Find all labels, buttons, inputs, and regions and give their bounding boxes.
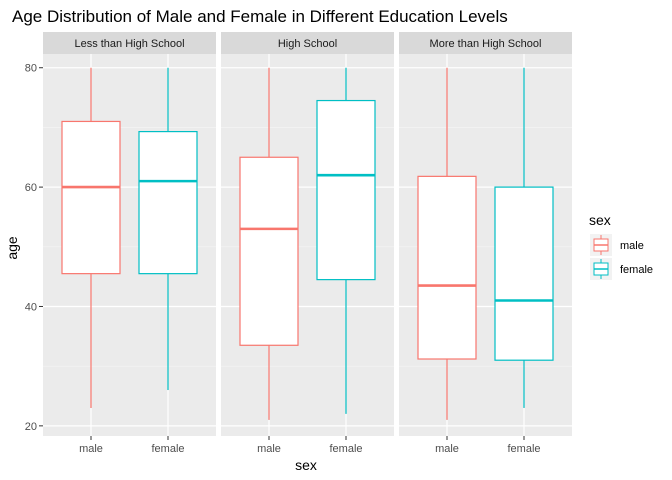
legend-label: male (620, 240, 644, 252)
x-tick-label: male (79, 443, 103, 455)
box-male (61, 67, 121, 408)
box-body (316, 99, 376, 281)
y-tick-label: 80 (25, 63, 37, 75)
box-body (239, 156, 299, 346)
x-tick-label: female (329, 443, 362, 455)
x-tick-label: male (435, 443, 459, 455)
box-body (494, 186, 554, 361)
facet-strip-label: More than High School (430, 38, 542, 50)
box-female (316, 67, 376, 414)
box-body (417, 175, 477, 360)
box-female (138, 67, 198, 391)
facet-panel: Less than High School male female (43, 32, 216, 455)
box-male (417, 67, 477, 420)
box-body (138, 130, 198, 275)
legend-item-female: female (590, 258, 653, 280)
box-male (239, 67, 299, 420)
y-axis-title: age (4, 236, 20, 260)
box-body (61, 120, 121, 275)
facet-strip-label: High School (278, 38, 337, 50)
x-axis-title: sex (295, 457, 317, 473)
chart-title: Age Distribution of Male and Female in D… (12, 7, 508, 26)
facet-strip-label: Less than High School (74, 38, 184, 50)
x-tick-label: male (257, 443, 281, 455)
x-tick-label: female (507, 443, 540, 455)
legend-label: female (620, 264, 653, 276)
legend-item-male: male (590, 234, 644, 256)
facet-panel: More than High School male female (399, 32, 572, 455)
y-tick-label: 40 (25, 301, 37, 313)
facet-strip (399, 32, 572, 54)
facet-strip (221, 32, 394, 54)
x-tick-label: female (151, 443, 184, 455)
y-tick-label: 20 (25, 421, 37, 433)
y-axis: 20 40 60 80 (25, 63, 43, 433)
box-female (494, 67, 554, 408)
facet-strip (43, 32, 216, 54)
legend-title: sex (589, 212, 611, 228)
y-tick-label: 60 (25, 182, 37, 194)
facet-panel: High School male female (221, 32, 394, 455)
